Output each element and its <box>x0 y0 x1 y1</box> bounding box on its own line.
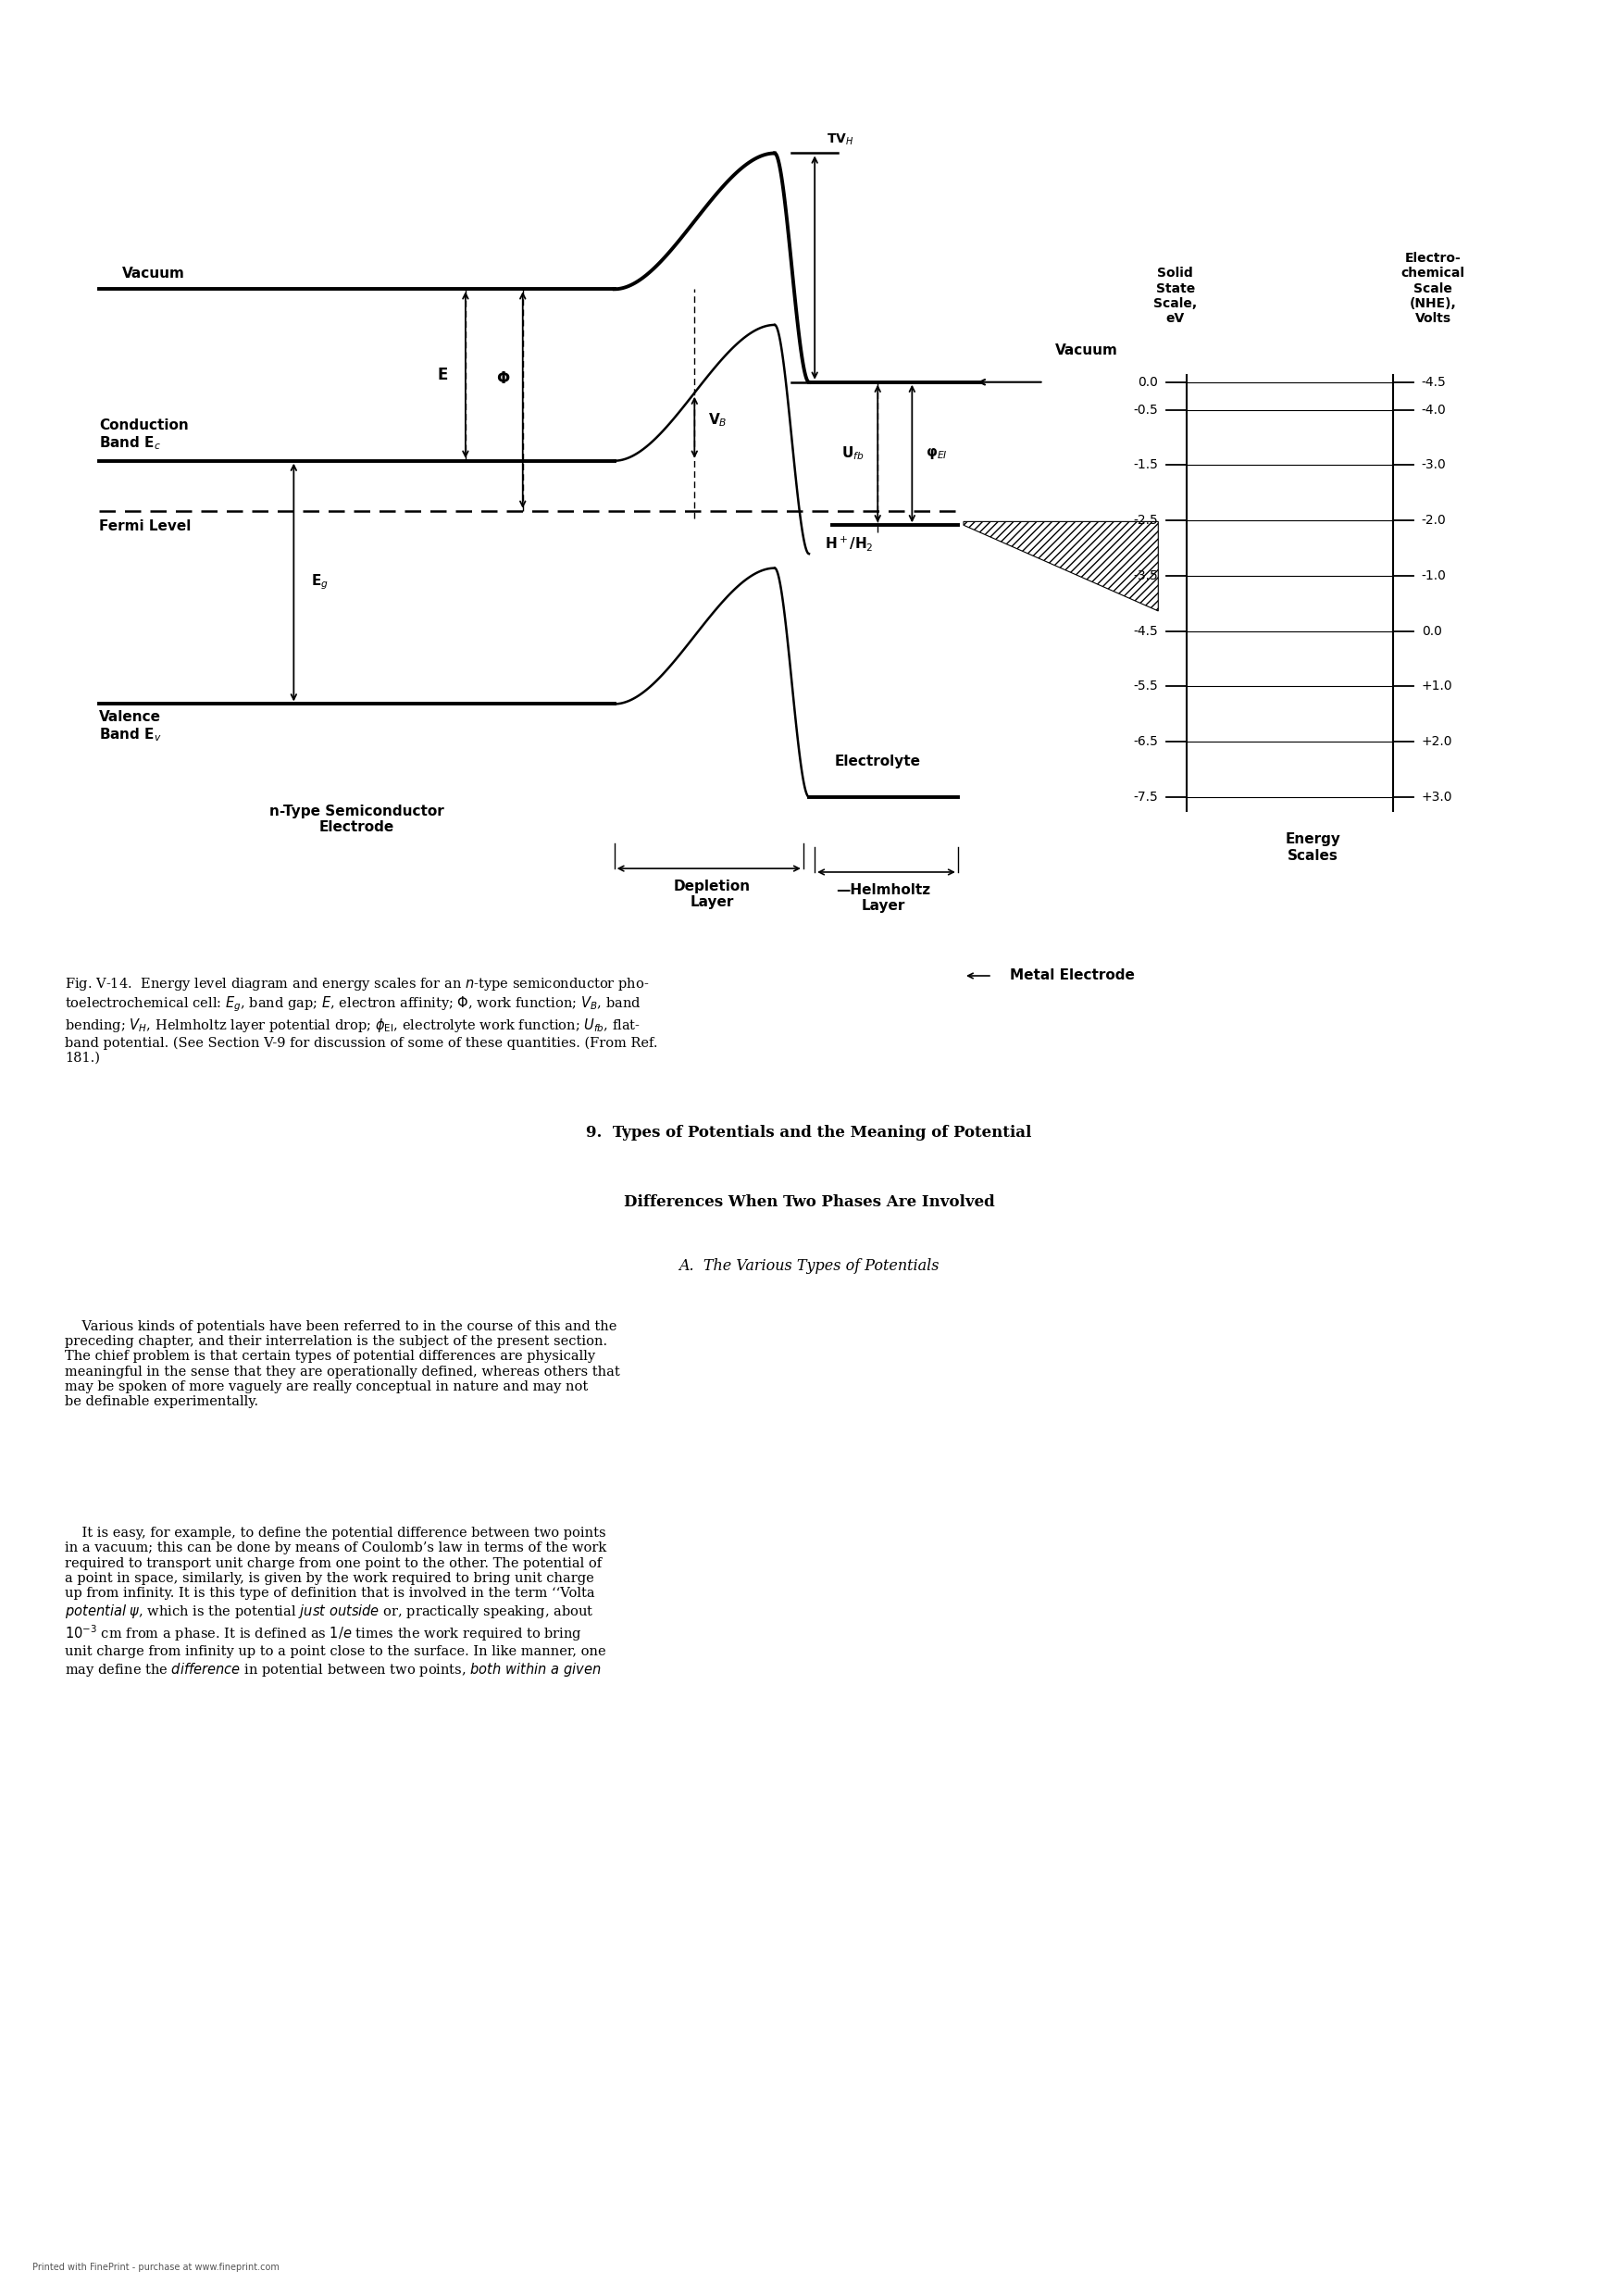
Text: +3.0: +3.0 <box>1422 790 1453 804</box>
Text: Solid
State
Scale,
eV: Solid State Scale, eV <box>1154 266 1197 324</box>
Text: -2.5: -2.5 <box>1134 514 1158 526</box>
Text: -5.5: -5.5 <box>1134 680 1158 693</box>
Text: -4.5: -4.5 <box>1134 625 1158 638</box>
Text: Electro-
chemical
Scale
(NHE),
Volts: Electro- chemical Scale (NHE), Volts <box>1401 253 1464 324</box>
Text: 0.0: 0.0 <box>1422 625 1442 638</box>
Text: Various kinds of potentials have been referred to in the course of this and the
: Various kinds of potentials have been re… <box>65 1320 620 1407</box>
Text: Valence
Band E$_v$: Valence Band E$_v$ <box>99 709 162 744</box>
Text: Φ: Φ <box>495 370 510 386</box>
Text: -3.5: -3.5 <box>1134 569 1158 583</box>
Text: Fig. V-14.  Energy level diagram and energy scales for an $n$-type semiconductor: Fig. V-14. Energy level diagram and ener… <box>65 976 657 1065</box>
Text: U$_{fb}$: U$_{fb}$ <box>841 445 864 461</box>
Text: -6.5: -6.5 <box>1133 735 1158 748</box>
Text: -3.0: -3.0 <box>1422 459 1446 471</box>
Text: Fermi Level: Fermi Level <box>99 519 191 533</box>
Text: It is easy, for example, to define the potential difference between two points
i: It is easy, for example, to define the p… <box>65 1527 607 1678</box>
Text: -4.0: -4.0 <box>1422 404 1446 416</box>
Text: E$_g$: E$_g$ <box>311 574 328 592</box>
Text: Vacuum: Vacuum <box>121 266 184 280</box>
Text: +2.0: +2.0 <box>1422 735 1453 748</box>
Text: -1.0: -1.0 <box>1422 569 1446 583</box>
Text: +1.0: +1.0 <box>1422 680 1453 693</box>
Text: Depletion
Layer: Depletion Layer <box>673 879 751 909</box>
Text: n-Type Semiconductor
Electrode: n-Type Semiconductor Electrode <box>269 804 443 833</box>
Text: H$^+$/H$_2$: H$^+$/H$_2$ <box>825 533 874 553</box>
Text: Energy
Scales: Energy Scales <box>1285 833 1341 863</box>
Text: Conduction
Band E$_c$: Conduction Band E$_c$ <box>99 418 189 452</box>
Text: -4.5: -4.5 <box>1422 377 1446 388</box>
Text: φ$_{EI}$: φ$_{EI}$ <box>925 445 948 461</box>
Text: —Helmholtz
Layer: —Helmholtz Layer <box>837 882 930 914</box>
Text: -7.5: -7.5 <box>1134 790 1158 804</box>
Text: 0.0: 0.0 <box>1137 377 1158 388</box>
Text: A.  The Various Types of Potentials: A. The Various Types of Potentials <box>678 1258 940 1274</box>
Text: 9.  Types of Potentials and the Meaning of Potential: 9. Types of Potentials and the Meaning o… <box>586 1125 1032 1141</box>
Text: E: E <box>438 367 448 383</box>
Text: Vacuum: Vacuum <box>1055 342 1118 358</box>
Text: -0.5: -0.5 <box>1134 404 1158 416</box>
Text: Metal Electrode: Metal Electrode <box>1010 969 1134 983</box>
Text: TV$_H$: TV$_H$ <box>827 133 853 147</box>
Text: -2.0: -2.0 <box>1422 514 1446 526</box>
Text: -1.5: -1.5 <box>1133 459 1158 471</box>
Text: Differences When Two Phases Are Involved: Differences When Two Phases Are Involved <box>623 1194 995 1210</box>
Text: Printed with FinePrint - purchase at www.fineprint.com: Printed with FinePrint - purchase at www… <box>32 2262 280 2273</box>
Text: V$_B$: V$_B$ <box>709 411 728 429</box>
Text: Electrolyte: Electrolyte <box>835 755 921 769</box>
